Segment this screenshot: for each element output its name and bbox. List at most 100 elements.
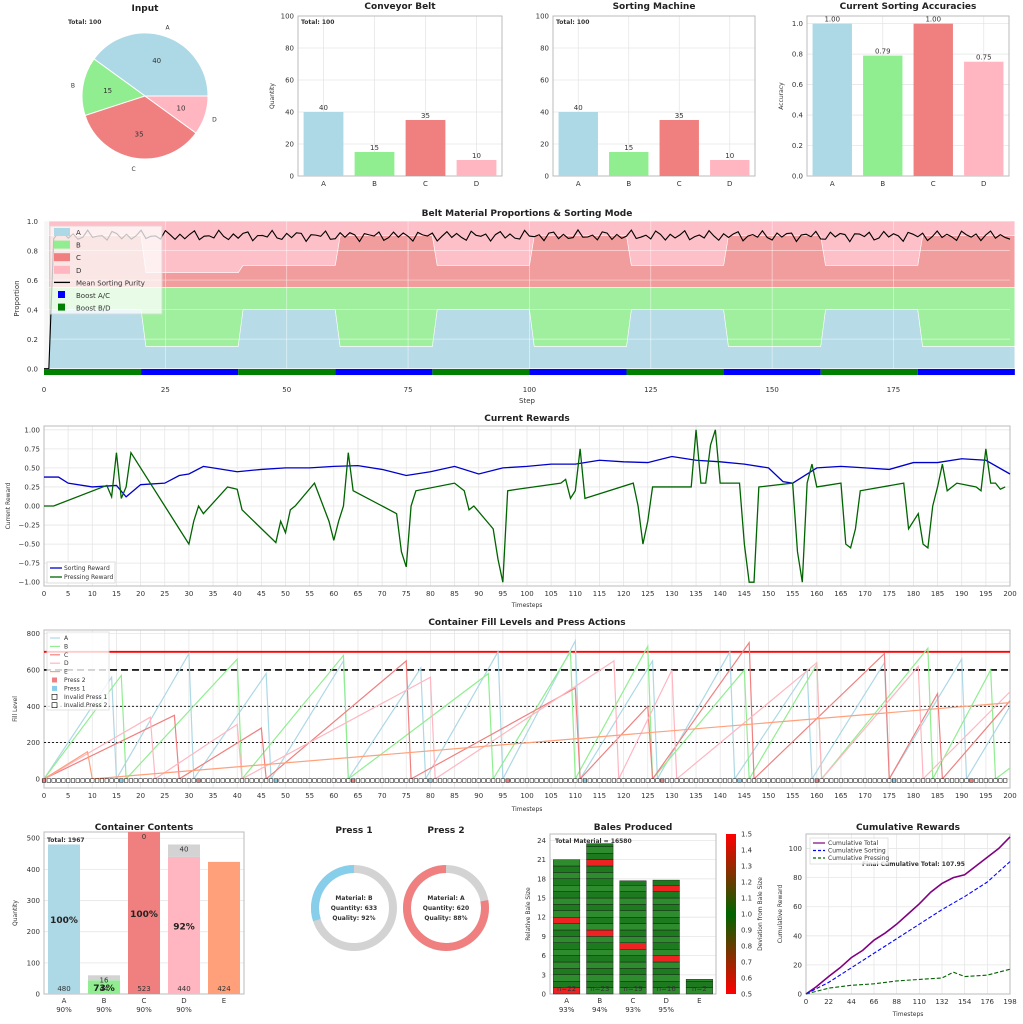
press-action-marker bbox=[587, 778, 592, 783]
legend-marker bbox=[58, 303, 65, 311]
bale-segment bbox=[586, 859, 614, 867]
bale-segment bbox=[586, 923, 614, 931]
belt-proportions-chart: Belt Material Proportions & Sorting Mode… bbox=[13, 209, 1016, 405]
press-action-marker bbox=[297, 778, 303, 783]
sorting-mode-band bbox=[335, 369, 433, 375]
chart-title: Current Rewards bbox=[484, 414, 570, 424]
x-tick-label: 135 bbox=[689, 590, 702, 598]
legend-marker bbox=[58, 291, 65, 298]
bale-segment bbox=[619, 923, 647, 931]
press-action-marker bbox=[104, 778, 109, 783]
press-action-marker bbox=[56, 778, 61, 783]
x-tick-label: C bbox=[142, 997, 147, 1005]
y-tick-label: 0.4 bbox=[27, 307, 39, 315]
press-action-marker bbox=[834, 778, 839, 783]
x-tick-label: 65 bbox=[353, 590, 362, 598]
press-action-marker bbox=[182, 778, 187, 783]
press-action-marker bbox=[495, 778, 501, 783]
total-annotation: Total: 1967 bbox=[47, 837, 85, 844]
x-tick-label: 45 bbox=[257, 792, 266, 800]
press-action-marker bbox=[558, 778, 563, 783]
press-action-marker bbox=[273, 778, 278, 783]
bale-segment bbox=[553, 961, 581, 969]
chart-title: Input bbox=[132, 4, 160, 14]
press-action-marker bbox=[288, 778, 293, 783]
y-tick-label: 1.0 bbox=[27, 218, 38, 226]
bar-value-label: 10 bbox=[472, 152, 481, 160]
bar-b bbox=[88, 980, 120, 994]
press-action-marker bbox=[95, 778, 100, 783]
y-tick-label: 100 bbox=[536, 13, 549, 21]
press-action-marker bbox=[553, 778, 559, 783]
y-tick-label: 40 bbox=[540, 109, 549, 117]
press-action-marker bbox=[230, 778, 235, 783]
press-action-marker bbox=[640, 778, 645, 783]
press-action-marker bbox=[317, 778, 322, 783]
press-action-marker bbox=[708, 778, 713, 783]
press-action-marker bbox=[177, 778, 182, 783]
bar-remaining bbox=[88, 975, 120, 981]
x-tick-label: 25 bbox=[160, 792, 169, 800]
press-action-marker bbox=[544, 778, 549, 783]
legend-entry: Invalid Press 2 bbox=[64, 702, 108, 709]
bar-a bbox=[812, 23, 852, 176]
bale-segment bbox=[619, 974, 647, 982]
chart-title: Cumulative Rewards bbox=[856, 823, 960, 833]
x-tick-label: 85 bbox=[450, 792, 459, 800]
pie-slice bbox=[84, 95, 197, 160]
x-tick-label: 125 bbox=[641, 792, 654, 800]
x-axis-label: Timesteps bbox=[511, 806, 543, 813]
press-action-marker bbox=[906, 778, 911, 783]
pie-slice bbox=[93, 32, 209, 97]
press-action-marker bbox=[462, 778, 467, 783]
material-text: Material: A bbox=[427, 895, 465, 902]
x-tick-label: 150 bbox=[762, 792, 775, 800]
press-action-marker bbox=[413, 778, 418, 783]
y-tick-label: 60 bbox=[793, 903, 802, 911]
bar-d bbox=[710, 160, 750, 176]
press-action-marker bbox=[133, 778, 138, 783]
press-action-marker bbox=[665, 778, 670, 783]
press-action-marker bbox=[616, 778, 621, 783]
press-action-marker bbox=[636, 778, 641, 783]
x-tick-label: 40 bbox=[233, 590, 242, 598]
y-tick-label: 100 bbox=[27, 959, 40, 967]
bale-segment bbox=[619, 929, 647, 937]
press-action-marker bbox=[399, 778, 404, 783]
chart-title: Container Fill Levels and Press Actions bbox=[428, 618, 625, 628]
bale-segment bbox=[586, 936, 614, 944]
press-action-marker bbox=[959, 778, 964, 783]
press-action-marker bbox=[254, 778, 259, 783]
legend-entry: Press 2 bbox=[64, 677, 86, 684]
bar-c bbox=[405, 120, 446, 176]
press-action-marker bbox=[322, 778, 327, 783]
bar-e bbox=[208, 861, 240, 994]
fill-percent-label: 100% bbox=[130, 910, 158, 920]
y-tick-label: 0.0 bbox=[792, 173, 803, 181]
legend-entry: B bbox=[76, 242, 81, 250]
chart-title: Bales Produced bbox=[594, 823, 673, 833]
press-action-marker bbox=[148, 778, 153, 783]
legend-entry: B bbox=[64, 643, 68, 650]
press-action-marker bbox=[805, 778, 810, 783]
press-action-marker bbox=[776, 778, 781, 783]
press-action-marker bbox=[191, 778, 196, 783]
quantity-text: Quantity: 620 bbox=[423, 905, 469, 912]
y-tick-label: 60 bbox=[540, 77, 549, 85]
bale-segment bbox=[586, 929, 614, 937]
bar-b bbox=[354, 152, 395, 176]
y-tick-label: −1.00 bbox=[19, 579, 40, 587]
x-tick-label: 45 bbox=[257, 590, 266, 598]
x-tick-label: 125 bbox=[641, 590, 654, 598]
press-action-marker bbox=[814, 778, 819, 783]
plot-frame bbox=[552, 15, 756, 177]
press-action-marker bbox=[90, 778, 95, 783]
x-tick-label: 20 bbox=[136, 792, 145, 800]
chart-title: Belt Material Proportions & Sorting Mode bbox=[422, 209, 633, 219]
press-action-marker bbox=[582, 778, 588, 783]
y-tick-label: 200 bbox=[27, 928, 40, 936]
chart-title: Current Sorting Accuracies bbox=[840, 2, 977, 12]
x-tick-label: 60 bbox=[329, 792, 338, 800]
press-action-marker bbox=[780, 778, 786, 783]
quality-text: Quality: 88% bbox=[424, 915, 467, 922]
